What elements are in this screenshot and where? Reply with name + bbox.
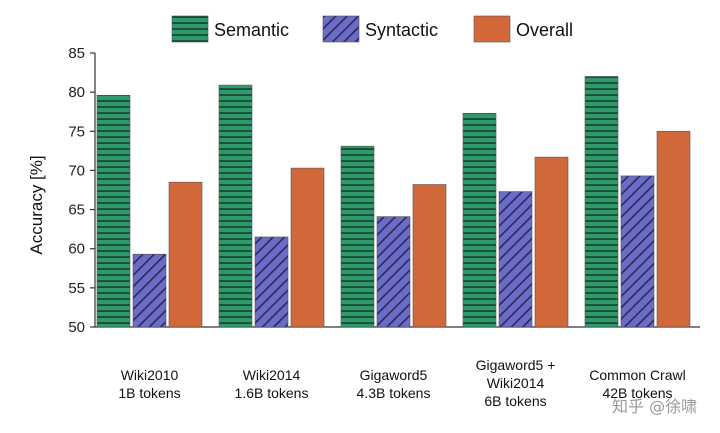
category-label-line: Gigaword5 + — [476, 357, 556, 373]
category-label: Wiki2014 1.6B tokens — [235, 367, 309, 401]
bar-semantic-1 — [218, 84, 253, 328]
legend-swatch-syntactic — [322, 15, 360, 43]
y-axis: 50 55 60 65 70 75 80 85 — [68, 45, 96, 336]
category-label: Wiki2010 1B tokens — [118, 367, 180, 401]
category-label: Gigaword5 4.3B tokens — [357, 367, 431, 401]
y-tick-label: 60 — [68, 241, 85, 258]
y-axis-title: Accuracy [%] — [27, 155, 46, 254]
category-label: Gigaword5 + Wiki2014 6B tokens — [476, 357, 556, 409]
bar-overall-0 — [168, 181, 203, 328]
bar-semantic-0 — [96, 94, 131, 328]
bar-overall-4 — [656, 130, 691, 328]
bar-semantic-2 — [340, 145, 375, 328]
bars — [96, 76, 691, 328]
category-label: Common Crawl 42B tokens — [589, 367, 685, 401]
category-label-line: Wiki2010 — [121, 367, 179, 383]
bar-syntactic-2 — [376, 216, 411, 328]
legend-swatch-overall — [473, 15, 511, 43]
bar-overall-1 — [290, 167, 325, 328]
legend: Semantic Syntactic Overall — [171, 15, 573, 43]
category-label-line: Wiki2014 — [243, 367, 301, 383]
legend-label-syntactic: Syntactic — [365, 20, 438, 40]
category-label-line: 6B tokens — [484, 393, 546, 409]
y-tick-label: 50 — [68, 319, 85, 336]
y-tick-label: 70 — [68, 162, 85, 179]
legend-label-overall: Overall — [516, 20, 573, 40]
y-tick-label: 75 — [68, 123, 85, 140]
bar-semantic-3 — [462, 112, 497, 328]
legend-label-semantic: Semantic — [214, 20, 289, 40]
bar-syntactic-1 — [254, 236, 289, 328]
category-label-line: 42B tokens — [602, 385, 672, 401]
category-label-line: Wiki2014 — [487, 375, 545, 391]
bar-syntactic-0 — [132, 253, 167, 328]
y-tick-label: 85 — [68, 45, 85, 62]
bar-semantic-4 — [584, 76, 619, 328]
y-tick-label: 80 — [68, 84, 85, 101]
category-label-line: 4.3B tokens — [357, 385, 431, 401]
category-label-line: 1B tokens — [118, 385, 180, 401]
category-label-line: Gigaword5 — [360, 367, 428, 383]
watermark-text: 知乎 @徐啸 — [612, 397, 697, 416]
category-labels: Wiki2010 1B tokens Wiki2014 1.6B tokens Giga… — [118, 357, 685, 409]
bar-overall-3 — [534, 156, 569, 328]
category-label-line: 1.6B tokens — [235, 385, 309, 401]
y-tick-label: 55 — [68, 280, 85, 297]
category-label-line: Common Crawl — [589, 367, 685, 383]
bar-syntactic-4 — [620, 175, 655, 328]
legend-swatch-semantic — [171, 15, 209, 43]
y-tick-label: 65 — [68, 202, 85, 219]
bar-syntactic-3 — [498, 191, 533, 328]
bar-overall-2 — [412, 184, 447, 328]
